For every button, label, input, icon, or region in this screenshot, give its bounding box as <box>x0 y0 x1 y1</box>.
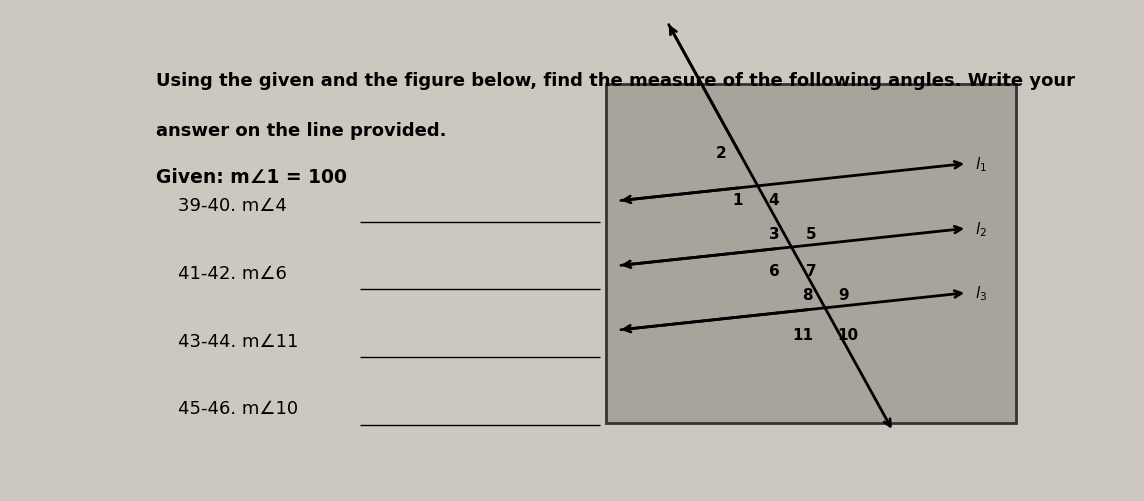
Bar <box>606 85 1016 423</box>
Text: 2: 2 <box>715 145 726 160</box>
Text: Using the given and the figure below, find the measure of the following angles. : Using the given and the figure below, fi… <box>157 72 1075 90</box>
Text: 3: 3 <box>769 226 779 241</box>
Text: $l_2$: $l_2$ <box>975 219 987 238</box>
Text: 43-44. m∠11: 43-44. m∠11 <box>178 332 299 350</box>
Text: Given: m∠1 = 100: Given: m∠1 = 100 <box>157 168 348 187</box>
Text: 11: 11 <box>793 328 813 343</box>
Text: 41-42. m∠6: 41-42. m∠6 <box>178 265 287 283</box>
Text: 7: 7 <box>805 264 817 279</box>
Text: 6: 6 <box>769 264 779 279</box>
Text: 9: 9 <box>839 287 849 302</box>
Text: 5: 5 <box>805 226 817 241</box>
Text: $l_1$: $l_1$ <box>975 155 987 173</box>
Text: 1: 1 <box>732 192 742 207</box>
Text: 45-46. m∠10: 45-46. m∠10 <box>178 400 299 417</box>
Text: 10: 10 <box>837 328 858 343</box>
Text: 8: 8 <box>802 287 812 302</box>
Text: 39-40. m∠4: 39-40. m∠4 <box>178 197 287 215</box>
Text: answer on the line provided.: answer on the line provided. <box>157 122 447 140</box>
Text: $l_3$: $l_3$ <box>975 284 987 303</box>
Text: 4: 4 <box>769 192 779 207</box>
